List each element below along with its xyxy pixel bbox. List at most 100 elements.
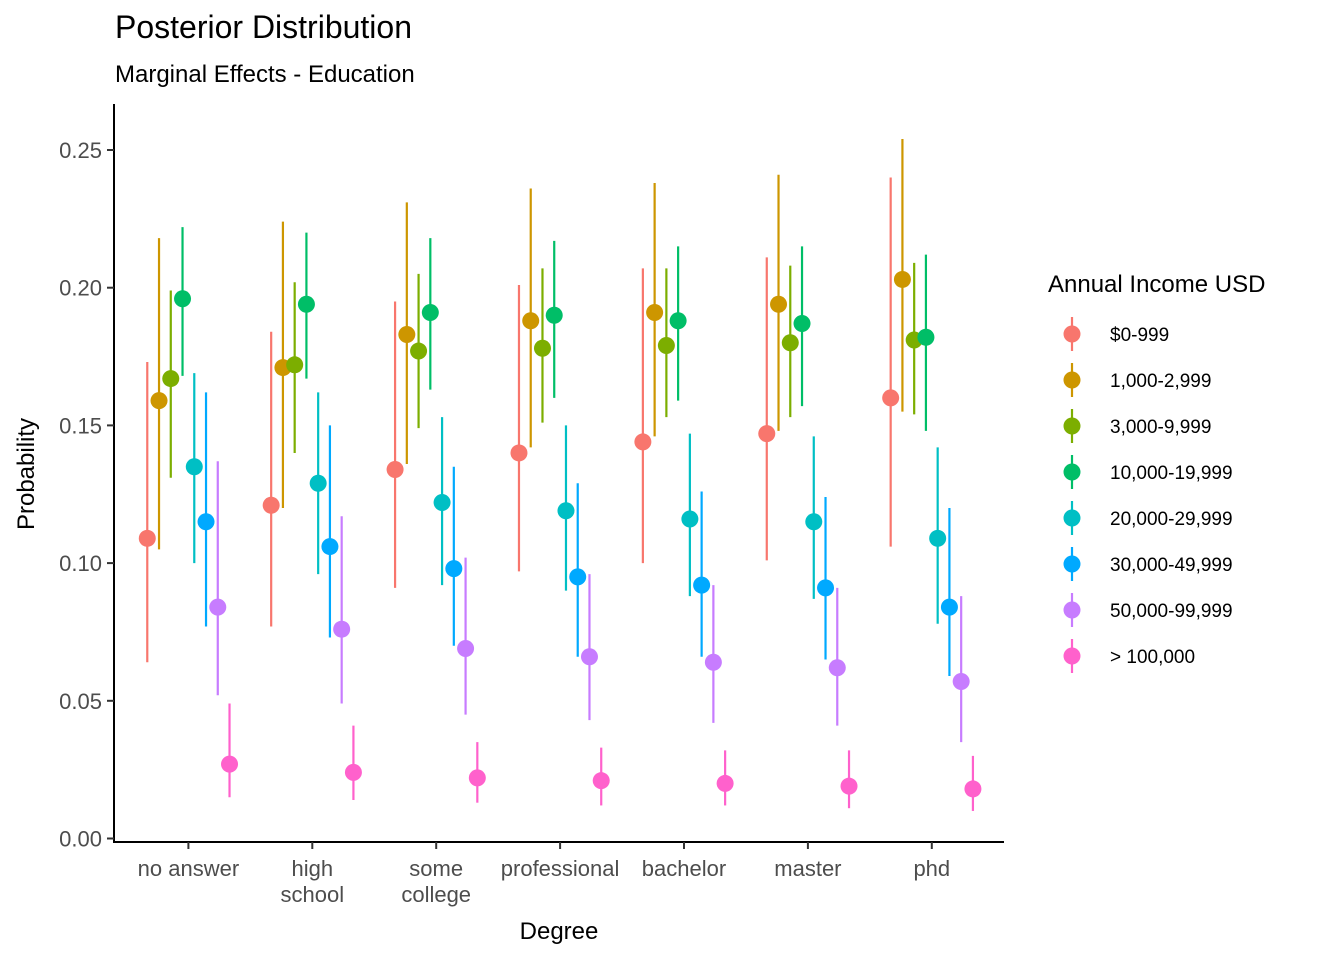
data-point xyxy=(221,755,239,773)
y-tick-label: 0.10 xyxy=(59,551,102,576)
data-point xyxy=(333,620,351,638)
series-group xyxy=(174,227,935,431)
data-point xyxy=(522,312,540,330)
data-point xyxy=(433,494,451,512)
x-tick-label-line: school xyxy=(281,882,345,907)
x-tick-label-line: college xyxy=(401,882,471,907)
data-point xyxy=(468,769,486,787)
x-tick-label: some college xyxy=(401,856,471,907)
series-group xyxy=(185,373,947,624)
x-axis-title: Degree xyxy=(520,918,599,945)
legend-label: 1,000-2,999 xyxy=(1110,371,1211,392)
data-point xyxy=(138,529,156,547)
y-axis-ticks: 0.00 0.05 0.10 0.15 0.20 0.25 xyxy=(59,138,114,852)
legend-item: > 100,000 xyxy=(1063,639,1195,673)
y-axis-title: Probability xyxy=(13,418,40,530)
data-point xyxy=(344,763,362,781)
legend-label: 3,000-9,999 xyxy=(1110,417,1211,438)
chart-subtitle: Marginal Effects - Education xyxy=(115,61,415,88)
x-tick-label-line: master xyxy=(774,856,841,881)
legend-label: 50,000-99,999 xyxy=(1110,601,1233,622)
series-group xyxy=(209,461,970,743)
chart-title: Posterior Distribution xyxy=(115,9,412,45)
legend-title: Annual Income USD xyxy=(1048,271,1265,298)
legend-key-point xyxy=(1063,601,1081,619)
data-point xyxy=(828,659,846,677)
data-point xyxy=(646,303,664,321)
data-point xyxy=(569,568,587,586)
legend-label: 10,000-19,999 xyxy=(1110,463,1233,484)
data-point xyxy=(410,342,428,360)
x-tick-label-line: some xyxy=(409,856,463,881)
series-group xyxy=(197,392,958,677)
data-point xyxy=(964,780,982,798)
data-point xyxy=(445,560,463,578)
data-point xyxy=(533,339,551,357)
legend-label: $0-999 xyxy=(1110,325,1169,346)
legend-key-point xyxy=(1063,647,1081,665)
data-point xyxy=(793,315,811,333)
data-point xyxy=(297,295,315,313)
data-point xyxy=(510,444,528,462)
data-point xyxy=(262,496,280,514)
data-point xyxy=(197,513,215,531)
data-point xyxy=(940,598,958,616)
data-point xyxy=(669,312,687,330)
data-point xyxy=(817,579,835,597)
x-axis-ticks: no answer high school some college profession… xyxy=(138,842,950,907)
data-point xyxy=(457,639,475,657)
data-point xyxy=(893,270,911,288)
data-point xyxy=(634,433,652,451)
legend-label: 30,000-49,999 xyxy=(1110,555,1233,576)
data-point xyxy=(185,458,203,476)
data-point xyxy=(286,356,304,374)
legend-item: 3,000-9,999 xyxy=(1063,409,1211,443)
x-tick-label-line: phd xyxy=(913,856,950,881)
data-point xyxy=(882,389,900,407)
data-point xyxy=(421,303,439,321)
data-point xyxy=(545,306,563,324)
legend-item: 20,000-29,999 xyxy=(1063,501,1233,535)
x-tick-label: master xyxy=(774,856,841,881)
legend-key-point xyxy=(1063,325,1081,343)
data-point xyxy=(557,502,575,520)
legend-key-point xyxy=(1063,509,1081,527)
data-point xyxy=(952,673,970,691)
data-point xyxy=(781,334,799,352)
data-point xyxy=(209,598,227,616)
data-point xyxy=(398,326,416,344)
data-point xyxy=(681,510,699,528)
legend-label: > 100,000 xyxy=(1110,647,1195,668)
legend-item: 30,000-49,999 xyxy=(1063,547,1233,581)
series-group xyxy=(138,177,900,663)
legend-key-point xyxy=(1063,417,1081,435)
legend-key-point xyxy=(1063,463,1081,481)
data-point xyxy=(309,474,327,492)
x-tick-label: professional xyxy=(501,856,620,881)
x-tick-label-line: bachelor xyxy=(642,856,726,881)
y-tick-label: 0.25 xyxy=(59,138,102,163)
legend: Annual Income USD $0-999 1,000-2,999 3,000… xyxy=(1048,271,1265,673)
x-tick-label: phd xyxy=(913,856,950,881)
data-point xyxy=(321,538,339,556)
legend-item: 10,000-19,999 xyxy=(1063,455,1233,489)
y-tick-label: 0.05 xyxy=(59,689,102,714)
data-point xyxy=(770,295,788,313)
y-tick-label: 0.20 xyxy=(59,276,102,301)
x-tick-label: no answer xyxy=(138,856,240,881)
data-point xyxy=(693,576,711,594)
data-point xyxy=(174,290,192,308)
plot-area xyxy=(138,138,982,811)
x-tick-label-line: professional xyxy=(501,856,620,881)
data-point xyxy=(150,392,168,410)
data-point xyxy=(657,337,675,355)
data-point xyxy=(929,529,947,547)
data-point xyxy=(840,777,858,795)
data-point xyxy=(592,772,610,790)
data-point xyxy=(580,648,598,666)
legend-label: 20,000-29,999 xyxy=(1110,509,1233,530)
x-tick-label: bachelor xyxy=(642,856,726,881)
x-tick-label-line: high xyxy=(292,856,334,881)
y-tick-label: 0.00 xyxy=(59,827,102,852)
